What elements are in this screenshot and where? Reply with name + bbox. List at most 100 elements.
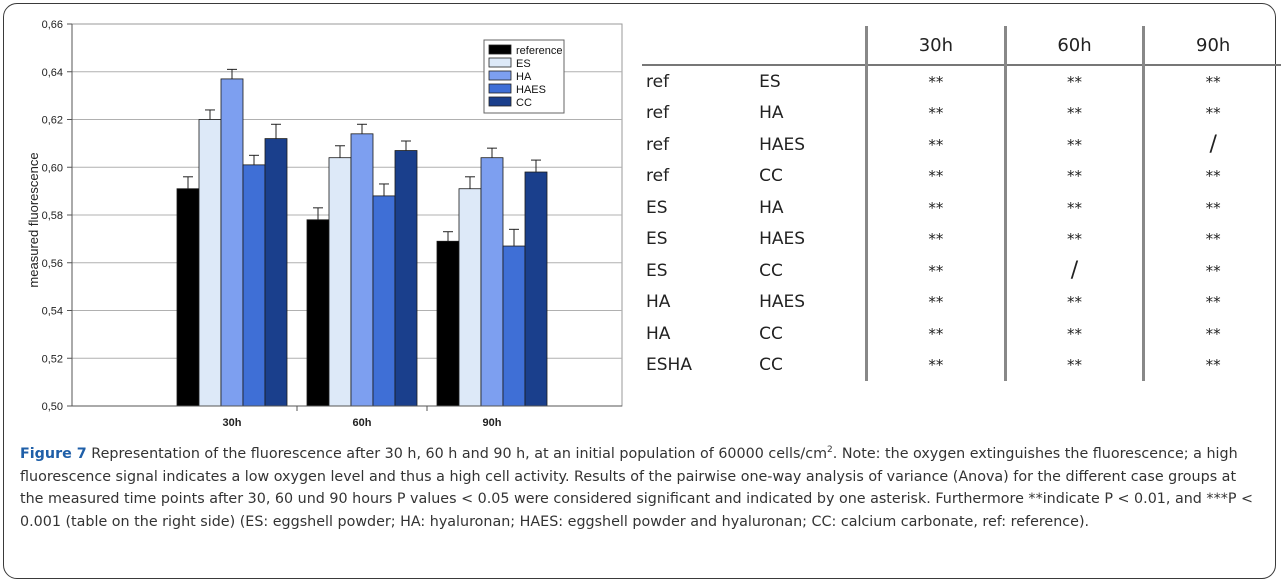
significance-cell: ** [1003, 286, 1144, 318]
significance-cell: ** [865, 64, 1006, 98]
bar-cc [264, 138, 288, 407]
group-a-cell: ref [642, 64, 760, 98]
y-tick-label: 0,50 [42, 401, 63, 413]
header-90h: 90h [1142, 26, 1281, 65]
group-b-cell: HAES [759, 134, 806, 155]
legend-swatch [488, 96, 512, 107]
significance-cell: ** [1142, 64, 1281, 98]
significance-cell: / [1003, 255, 1144, 287]
x-tick-label: 30h [223, 417, 242, 429]
significance-cell: ** [865, 349, 1006, 381]
bar-cc [524, 171, 548, 407]
y-tick-label: 0,64 [42, 67, 63, 79]
group-b-cell: CC [759, 166, 783, 187]
significance-cell: ** [1003, 64, 1144, 98]
significance-cell: ** [865, 223, 1006, 255]
group-b-cell: HAES [759, 229, 806, 250]
group-b-cell: CC [759, 260, 783, 281]
bar-reference [306, 219, 330, 407]
bar-haes [372, 195, 396, 407]
significance-cell: ** [1142, 349, 1281, 381]
significance-cell: ** [1003, 192, 1144, 224]
y-axis-label: measured fluorescence [26, 152, 41, 287]
bar-es [458, 188, 482, 407]
table-header-row: 30h 60h 90h [642, 26, 1281, 65]
table-body: ref ES ** ** ** ref HA ** ** ** ref HAES ** ** / ref CC *… [642, 64, 1281, 381]
table-row: ES CC ** / ** [642, 255, 1281, 287]
legend-swatch [488, 70, 512, 81]
legend-label: ES [516, 58, 531, 70]
table-row: ref HA ** ** ** [642, 97, 1281, 129]
significance-cell: ** [865, 286, 1006, 318]
significance-cell: ** [1003, 129, 1144, 161]
caption-text-2: . Note: the oxygen extinguishes the fluo… [20, 446, 1254, 530]
group-a-cell: HA [646, 323, 671, 344]
bar-es [198, 119, 222, 407]
significance-cell: ** [1142, 286, 1281, 318]
legend-swatch [488, 57, 512, 68]
table-row: HA CC ** ** ** [642, 318, 1281, 350]
significance-cell: ** [1142, 97, 1281, 129]
anova-table: 30h 60h 90h ref ES ** ** ** ref HA ** ** ** ref HAE… [642, 26, 1281, 381]
bar-reference [176, 188, 200, 407]
group-a-cell: HA [646, 292, 671, 313]
group-b-cell: ES [759, 64, 867, 98]
bar-haes [502, 245, 526, 407]
legend-label: CC [516, 97, 532, 109]
bar-chart: measured fluorescence 0,500,520,540,560,… [26, 19, 623, 429]
significance-cell: ** [1142, 255, 1281, 287]
significance-cell: ** [1003, 97, 1144, 129]
group-a-cell: ref [646, 166, 670, 187]
group-a-cell: ES [646, 197, 668, 218]
header-60h: 60h [1003, 26, 1144, 65]
legend-label: reference [516, 45, 562, 57]
y-tick-label: 0,52 [42, 353, 63, 365]
legend-swatch [488, 83, 512, 94]
significance-cell: ** [1142, 160, 1281, 192]
group-a-cell: ESHA [646, 355, 692, 376]
bar-ha [220, 78, 244, 407]
group-b-cell: HA [759, 197, 784, 218]
significance-cell: / [1142, 129, 1281, 161]
significance-cell: ** [1003, 349, 1144, 381]
significance-cell: ** [1142, 192, 1281, 224]
bar-ha [350, 133, 374, 407]
header-blank-2 [759, 26, 866, 65]
significance-cell: ** [1003, 160, 1144, 192]
table-row: ref HAES ** ** / [642, 129, 1281, 161]
bars-layer [176, 68, 548, 407]
table-row: ref CC ** ** ** [642, 160, 1281, 192]
bar-ha [480, 157, 504, 407]
legend-swatch [488, 44, 512, 55]
y-tick-label: 0,60 [42, 162, 63, 174]
significance-cell: ** [865, 97, 1006, 129]
table-row: HA HAES ** ** ** [642, 286, 1281, 318]
x-tick-label: 60h [353, 417, 372, 429]
table-row: ES HAES ** ** ** [642, 223, 1281, 255]
y-tick-label: 0,58 [42, 210, 63, 222]
x-tick-label: 90h [483, 417, 502, 429]
group-a-cell: ES [646, 260, 668, 281]
table-row: ref ES ** ** ** [642, 64, 1281, 98]
caption-label: Figure 7 [20, 446, 87, 462]
legend-label: HA [516, 71, 532, 83]
y-tick-label: 0,62 [42, 115, 63, 127]
group-a-cell: ES [646, 229, 668, 250]
header-30h: 30h [865, 26, 1006, 65]
group-a-cell: ref [646, 134, 670, 155]
group-a-cell: ref [646, 103, 670, 124]
header-blank-1 [642, 26, 759, 65]
significance-cell: ** [865, 160, 1006, 192]
table-row: ES HA ** ** ** [642, 192, 1281, 224]
group-b-cell: HAES [759, 292, 806, 313]
significance-cell: ** [865, 129, 1006, 161]
bar-reference [436, 240, 460, 407]
significance-cell: ** [865, 255, 1006, 287]
bar-haes [242, 164, 266, 407]
table-row: ESHA CC ** ** ** [642, 349, 1281, 381]
caption-superscript: 2 [827, 445, 833, 456]
significance-cell: ** [1142, 318, 1281, 350]
legend-label: HAES [516, 84, 546, 96]
caption-text-1: Representation of the fluorescence after… [86, 446, 827, 462]
